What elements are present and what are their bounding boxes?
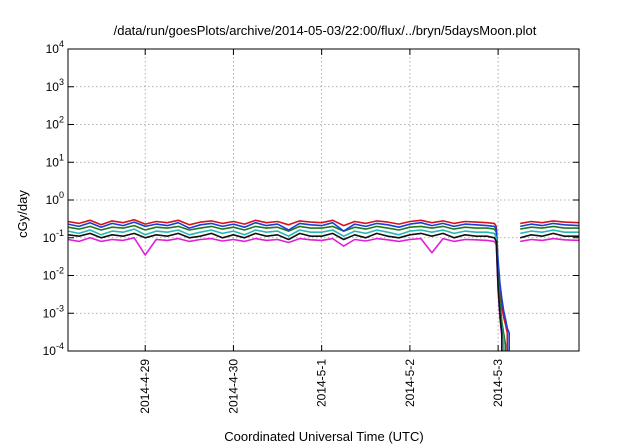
x-axis-ticks: 2014-4-29 2014-4-30 2014-5-1 2014-5-2 2014-5… <box>138 49 505 414</box>
series-line-5 <box>68 228 579 351</box>
y-tick-base: 10 <box>46 80 60 94</box>
y-tick-exponent: -1 <box>56 228 64 238</box>
y-tick-exponent: 4 <box>59 39 64 49</box>
series-line-6 <box>68 232 579 351</box>
x-tick-label: 2014-4-29 <box>138 359 152 414</box>
y-tick-label: 103 <box>46 77 64 94</box>
series-line-4 <box>68 237 579 351</box>
chart-title: /data/run/goesPlots/archive/2014-05-03/2… <box>114 23 537 38</box>
y-tick-exponent: 0 <box>59 190 64 200</box>
y-tick-label: 10-1 <box>43 228 64 245</box>
y-tick-exponent: 3 <box>59 77 64 87</box>
y-tick-label: 100 <box>46 190 64 207</box>
y-tick-base: 10 <box>46 118 60 132</box>
x-tick-label: 2014-5-1 <box>315 359 329 407</box>
x-tick-label: 2014-5-3 <box>491 359 505 407</box>
y-tick-exponent: -2 <box>56 266 64 276</box>
y-tick-base: 10 <box>46 42 60 56</box>
y-tick-base: 10 <box>43 306 57 320</box>
y-tick-label: 101 <box>46 152 64 169</box>
series-line-2 <box>68 224 579 351</box>
y-tick-exponent: 2 <box>59 115 64 125</box>
y-tick-base: 10 <box>43 231 57 245</box>
y-tick-base: 10 <box>43 269 57 283</box>
x-axis-label: Coordinated Universal Time (UTC) <box>224 429 423 444</box>
y-tick-exponent: 1 <box>59 152 64 162</box>
y-tick-label: 102 <box>46 115 64 132</box>
y-tick-base: 10 <box>43 344 57 358</box>
y-tick-label: 10-2 <box>43 266 64 283</box>
series-group <box>68 218 579 351</box>
x-tick-label: 2014-5-2 <box>403 359 417 407</box>
y-tick-base: 10 <box>46 155 60 169</box>
y-tick-label: 104 <box>46 39 64 56</box>
grid <box>68 49 579 351</box>
series-line-1 <box>68 218 579 351</box>
y-tick-base: 10 <box>46 193 60 207</box>
y-axis-label: cGy/day <box>15 190 30 238</box>
series-line-3 <box>68 221 579 351</box>
x-tick-label: 2014-4-30 <box>226 359 240 414</box>
y-tick-label: 10-3 <box>43 303 64 320</box>
y-tick-label: 10-4 <box>43 341 64 358</box>
y-tick-exponent: -3 <box>56 303 64 313</box>
y-tick-exponent: -4 <box>56 341 64 351</box>
